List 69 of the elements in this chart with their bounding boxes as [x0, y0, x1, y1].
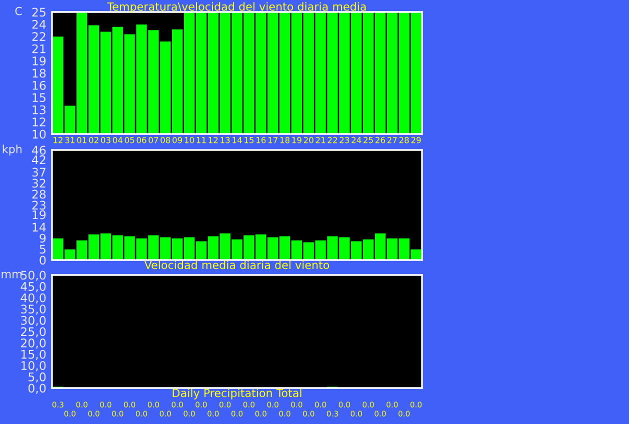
y-tick-label: 5,0 [28, 372, 46, 383]
x-tick-label: 02 [89, 136, 98, 144]
x-tick-label: 24 [352, 136, 362, 144]
y-tick-label: 5 [40, 244, 46, 254]
y-tick-label: 50,0 [21, 270, 46, 281]
x-axis-title: Daily Precipitation Total [172, 388, 302, 400]
x-tick-label: 13 [220, 136, 230, 144]
y-tick-label: 16 [32, 80, 46, 90]
y-tick-label: 25,0 [21, 327, 46, 338]
x-tick-label: 19 [292, 136, 302, 144]
y-tick-label: 42 [32, 155, 46, 164]
y-tick-label: 23 [32, 200, 46, 210]
x-tick-label: 27 [387, 136, 397, 144]
y-tick-label: 21 [32, 44, 46, 54]
y-tick-label: 13 [32, 105, 46, 114]
chart-title: Temperatura\velocidad del viento diaria media [107, 2, 366, 13]
x-tick-label: 07 [148, 136, 158, 144]
y-tick-label: 24 [32, 20, 46, 29]
x-tick-label: 10 [184, 136, 194, 144]
x-tick-label: 20 [304, 136, 314, 144]
y-tick-label: 9 [40, 234, 46, 243]
y-tick-label: 45,0 [20, 282, 46, 292]
y-tick-label: 30,0 [21, 316, 46, 326]
x-tick-label: 16 [256, 136, 266, 144]
x-tick-label: 01 [77, 136, 86, 144]
y-tick-label: 19 [32, 210, 46, 220]
x-tick-label: 31 [65, 136, 74, 144]
x-tick-label: 28 [399, 136, 409, 144]
y-tick-label: 10,0 [21, 361, 46, 372]
y-axis-title: kph [2, 144, 22, 156]
x-tick-label: 03 [100, 136, 110, 144]
x-tick-label: 06 [136, 136, 146, 144]
x-tick-label: 08 [160, 136, 170, 144]
x-tick-label: 25 [364, 136, 373, 144]
x-tick-label: 15 [244, 137, 254, 144]
x-tick-label: 29 [411, 136, 421, 144]
y-tick-label: 40,0 [20, 293, 46, 304]
y-tick-label: 19 [32, 56, 46, 66]
y-tick-label: 28 [32, 190, 46, 199]
x-axis-title: Velocidad media diaria del viento [144, 260, 330, 270]
y-tick-label: 15 [32, 93, 46, 102]
x-tick-label: 12 [54, 136, 62, 144]
y-tick-label: 12 [32, 118, 46, 126]
x-tick-label: 11 [196, 137, 206, 144]
y-tick-label: 18 [32, 68, 46, 78]
x-tick-label: 17 [268, 137, 278, 144]
x-tick-label: 05 [124, 136, 134, 144]
x-tick-label: 18 [280, 136, 290, 144]
y-tick-label: 15,0 [21, 350, 46, 360]
y-tick-label: 46 [32, 146, 46, 155]
x-tick-label: 14 [232, 137, 242, 144]
y-tick-label: 14 [32, 222, 46, 232]
y-tick-label: 0,0 [28, 384, 46, 394]
x-tick-label: 22 [328, 136, 337, 144]
y-tick-label: 37 [32, 168, 46, 177]
x-tick-label: 09 [172, 136, 182, 144]
y-tick-label: 20,0 [21, 338, 46, 349]
y-tick-label: 32 [32, 178, 46, 188]
x-tick-label: 04 [112, 136, 122, 144]
x-tick-label: 23 [340, 136, 350, 144]
y-tick-label: 25 [32, 8, 46, 17]
x-tick-label: 12 [208, 136, 218, 144]
y-tick-label: 35,0 [21, 304, 46, 315]
y-axis-title: C [15, 6, 22, 16]
y-tick-label: 22 [32, 32, 46, 41]
x-tick-label: 26 [376, 136, 386, 144]
y-tick-label: 0 [40, 256, 46, 265]
x-tick-label: 21 [316, 136, 326, 144]
y-axis-title: mm [2, 272, 22, 278]
